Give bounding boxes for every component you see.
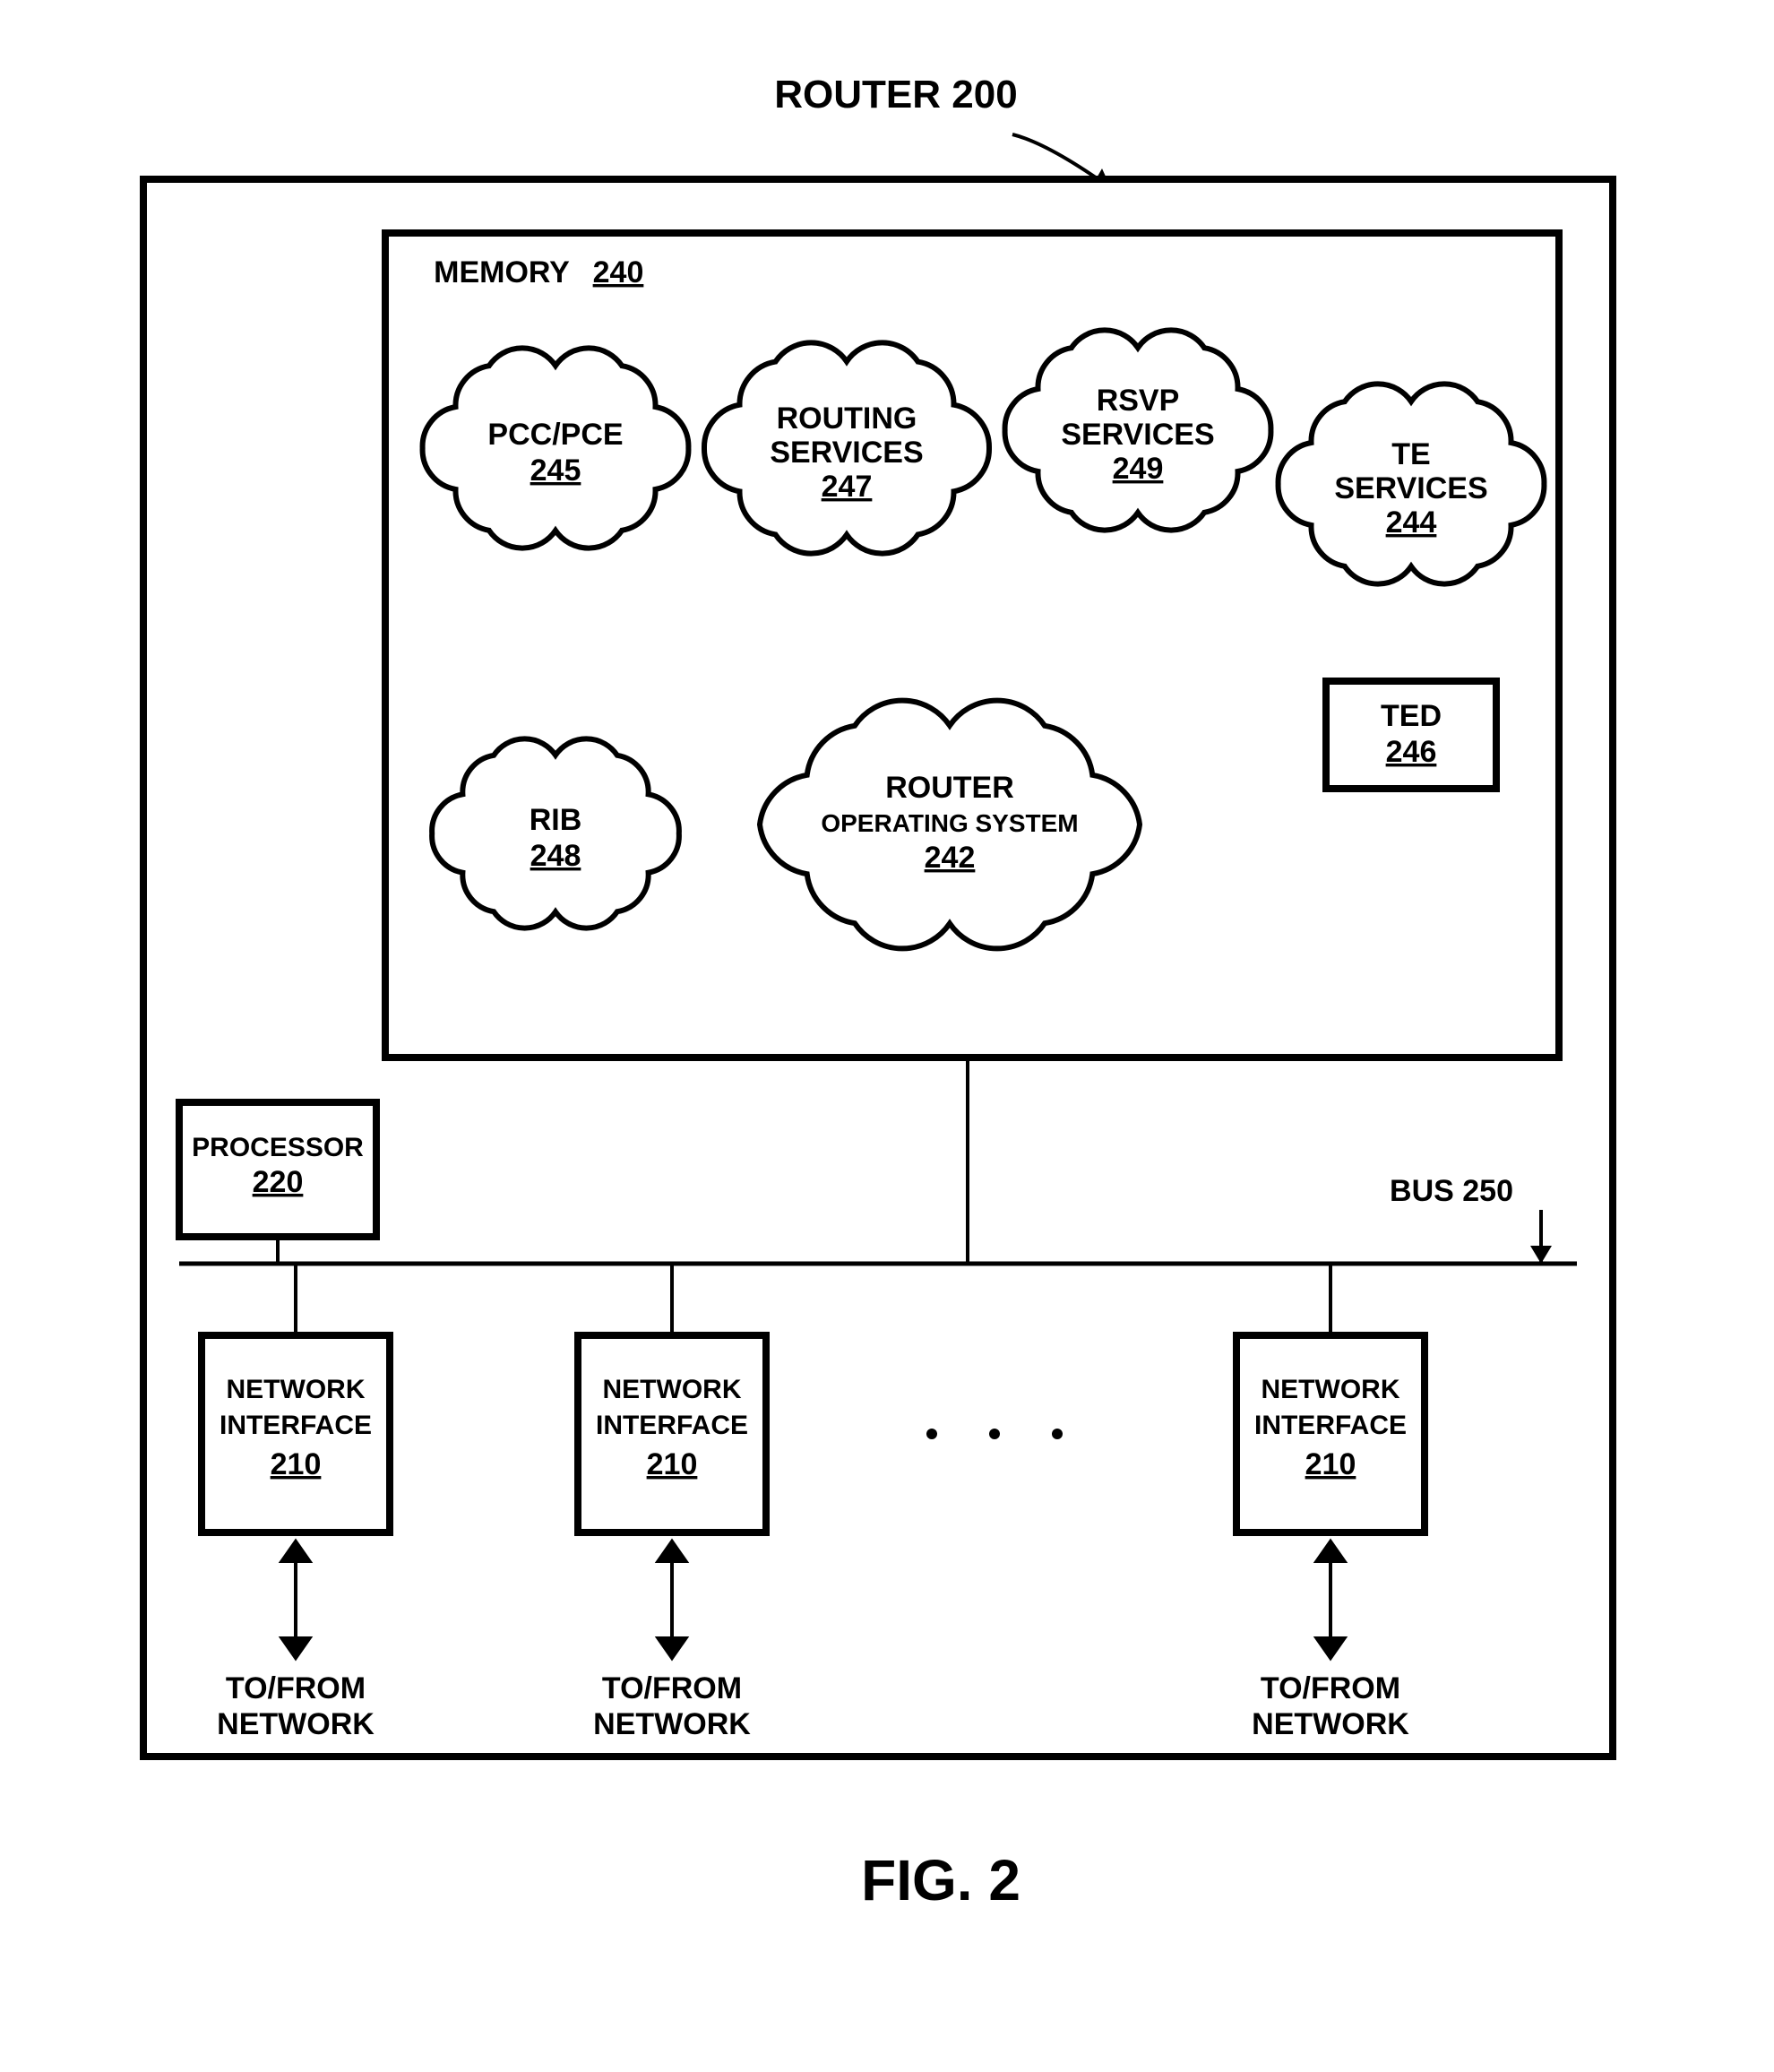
- svg-text:RIB: RIB: [530, 803, 582, 837]
- svg-text:MEMORY: MEMORY: [434, 255, 570, 289]
- rib-cloud: RIB248: [432, 738, 679, 928]
- svg-text:248: 248: [530, 839, 581, 873]
- svg-text:SERVICES: SERVICES: [1334, 471, 1487, 505]
- router-block-diagram: ROUTER 200MEMORY240PCC/PCE245ROUTINGSERV…: [0, 0, 1774, 2068]
- svg-text:242: 242: [925, 841, 976, 875]
- ted-box: TED246: [1326, 681, 1496, 789]
- svg-text:244: 244: [1386, 505, 1437, 540]
- svg-text:TO/FROM: TO/FROM: [226, 1671, 366, 1705]
- svg-text:220: 220: [253, 1165, 304, 1199]
- svg-text:INTERFACE: INTERFACE: [1254, 1411, 1407, 1440]
- svg-text:TED: TED: [1381, 699, 1442, 733]
- svg-text:RSVP: RSVP: [1097, 384, 1180, 418]
- svg-text:210: 210: [1305, 1447, 1356, 1481]
- svg-text:ROUTER 200: ROUTER 200: [774, 73, 1017, 117]
- svg-text:NETWORK: NETWORK: [1252, 1707, 1409, 1741]
- svg-text:210: 210: [647, 1447, 698, 1481]
- svg-text:ROUTER: ROUTER: [885, 771, 1014, 805]
- svg-text:246: 246: [1386, 735, 1437, 769]
- svg-text:PCC/PCE: PCC/PCE: [487, 418, 623, 452]
- svg-text:240: 240: [593, 255, 644, 289]
- svg-text:SERVICES: SERVICES: [1061, 418, 1214, 452]
- svg-text:PROCESSOR: PROCESSOR: [192, 1133, 364, 1162]
- svg-text:TO/FROM: TO/FROM: [1261, 1671, 1400, 1705]
- svg-text:NETWORK: NETWORK: [603, 1375, 742, 1404]
- svg-text:INTERFACE: INTERFACE: [596, 1411, 748, 1440]
- svg-text:SERVICES: SERVICES: [770, 436, 923, 470]
- svg-text:TO/FROM: TO/FROM: [602, 1671, 742, 1705]
- svg-text:FIG. 2: FIG. 2: [861, 1848, 1020, 1912]
- svg-text:249: 249: [1113, 452, 1164, 486]
- svg-text:245: 245: [530, 453, 581, 488]
- svg-text:NETWORK: NETWORK: [593, 1707, 751, 1741]
- svg-text:ROUTING: ROUTING: [777, 401, 917, 436]
- svg-text:NETWORK: NETWORK: [217, 1707, 375, 1741]
- svg-text:NETWORK: NETWORK: [1262, 1375, 1400, 1404]
- svg-text:NETWORK: NETWORK: [227, 1375, 366, 1404]
- svg-text:OPERATING SYSTEM: OPERATING SYSTEM: [821, 809, 1078, 837]
- svg-text:TE: TE: [1391, 437, 1430, 471]
- svg-text:247: 247: [822, 470, 873, 504]
- svg-text:BUS 250: BUS 250: [1390, 1174, 1513, 1208]
- svg-text:INTERFACE: INTERFACE: [220, 1411, 372, 1440]
- svg-text:210: 210: [271, 1447, 322, 1481]
- processor-box: PROCESSOR 220: [179, 1102, 376, 1237]
